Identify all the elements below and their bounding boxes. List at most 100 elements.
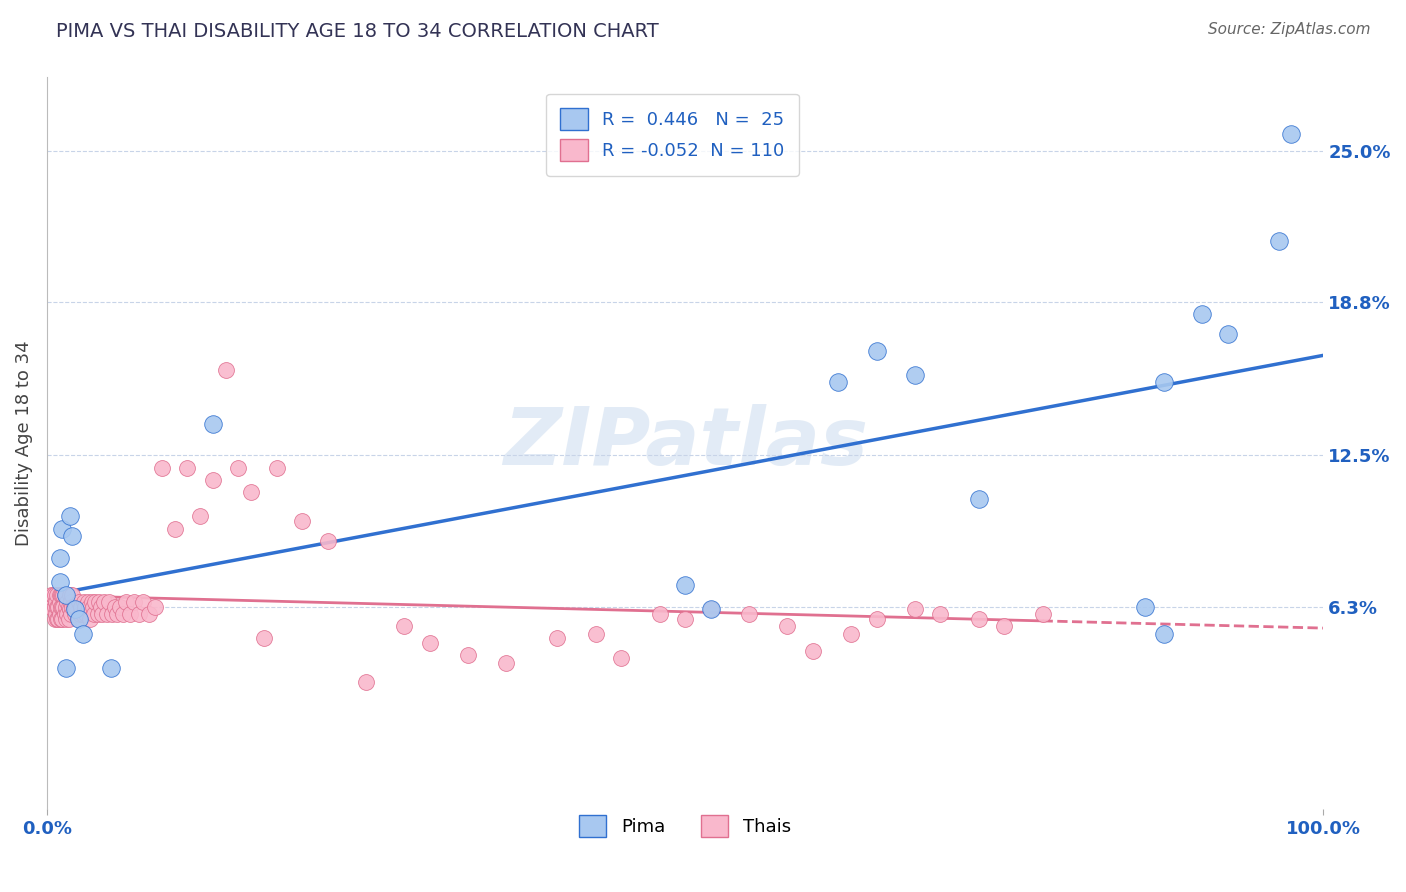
- Point: [39, 587, 62, 601]
- Point: [66, 612, 89, 626]
- Point: [63, 607, 86, 621]
- Point: [46, 587, 69, 601]
- Point: [44, 599, 66, 614]
- Point: [49, 587, 72, 601]
- Point: [60, 595, 83, 609]
- Point: [240, 485, 263, 500]
- Point: [108, 599, 131, 614]
- Point: [56, 595, 79, 609]
- Point: [62, 599, 84, 614]
- Point: [62, 599, 84, 614]
- Point: [77, 599, 100, 614]
- Point: [1153, 626, 1175, 640]
- Point: [1216, 326, 1239, 341]
- Point: [69, 607, 91, 621]
- Point: [44, 612, 66, 626]
- Point: [59, 509, 82, 524]
- Point: [73, 595, 96, 609]
- Point: [62, 587, 84, 601]
- Point: [673, 578, 696, 592]
- Point: [51, 612, 73, 626]
- Point: [49, 612, 72, 626]
- Point: [55, 587, 77, 601]
- Point: [76, 595, 98, 609]
- Point: [163, 522, 186, 536]
- Point: [42, 587, 65, 601]
- Point: [51, 587, 73, 601]
- Point: [188, 509, 211, 524]
- Point: [46, 599, 69, 614]
- Point: [55, 587, 77, 601]
- Point: [84, 595, 107, 609]
- Point: [1281, 127, 1303, 141]
- Point: [291, 514, 314, 528]
- Point: [865, 612, 887, 626]
- Point: [93, 595, 115, 609]
- Point: [63, 602, 86, 616]
- Point: [62, 529, 84, 543]
- Legend: Pima, Thais: Pima, Thais: [572, 807, 799, 844]
- Text: ZIPatlas: ZIPatlas: [502, 404, 868, 483]
- Point: [495, 656, 517, 670]
- Point: [56, 607, 79, 621]
- Point: [839, 626, 862, 640]
- Point: [1032, 607, 1054, 621]
- Point: [90, 607, 112, 621]
- Point: [55, 661, 77, 675]
- Point: [699, 602, 721, 616]
- Point: [89, 595, 111, 609]
- Point: [48, 587, 70, 601]
- Point: [1153, 376, 1175, 390]
- Point: [128, 607, 150, 621]
- Point: [48, 599, 70, 614]
- Point: [59, 602, 82, 616]
- Point: [865, 343, 887, 358]
- Point: [82, 599, 104, 614]
- Point: [60, 607, 83, 621]
- Point: [51, 522, 73, 536]
- Point: [96, 607, 118, 621]
- Point: [44, 587, 66, 601]
- Point: [214, 363, 236, 377]
- Point: [115, 595, 138, 609]
- Point: [100, 661, 122, 675]
- Point: [699, 602, 721, 616]
- Point: [138, 607, 160, 621]
- Point: [967, 492, 990, 507]
- Point: [55, 612, 77, 626]
- Point: [58, 599, 80, 614]
- Point: [48, 595, 70, 609]
- Point: [201, 417, 224, 431]
- Point: [70, 599, 93, 614]
- Point: [80, 595, 103, 609]
- Point: [58, 612, 80, 626]
- Point: [145, 599, 167, 614]
- Point: [776, 619, 799, 633]
- Point: [53, 587, 76, 601]
- Point: [48, 612, 70, 626]
- Point: [904, 602, 927, 616]
- Point: [316, 533, 339, 548]
- Point: [122, 595, 145, 609]
- Point: [46, 612, 69, 626]
- Point: [967, 612, 990, 626]
- Point: [1267, 234, 1289, 248]
- Point: [253, 632, 276, 646]
- Point: [904, 368, 927, 382]
- Point: [131, 595, 153, 609]
- Point: [55, 599, 77, 614]
- Point: [42, 602, 65, 616]
- Point: [228, 460, 250, 475]
- Point: [1191, 307, 1213, 321]
- Point: [67, 595, 90, 609]
- Point: [72, 626, 94, 640]
- Point: [52, 599, 75, 614]
- Point: [673, 612, 696, 626]
- Point: [1133, 599, 1156, 614]
- Point: [457, 648, 479, 663]
- Point: [112, 607, 135, 621]
- Point: [89, 599, 111, 614]
- Point: [176, 460, 198, 475]
- Point: [103, 599, 125, 614]
- Point: [738, 607, 761, 621]
